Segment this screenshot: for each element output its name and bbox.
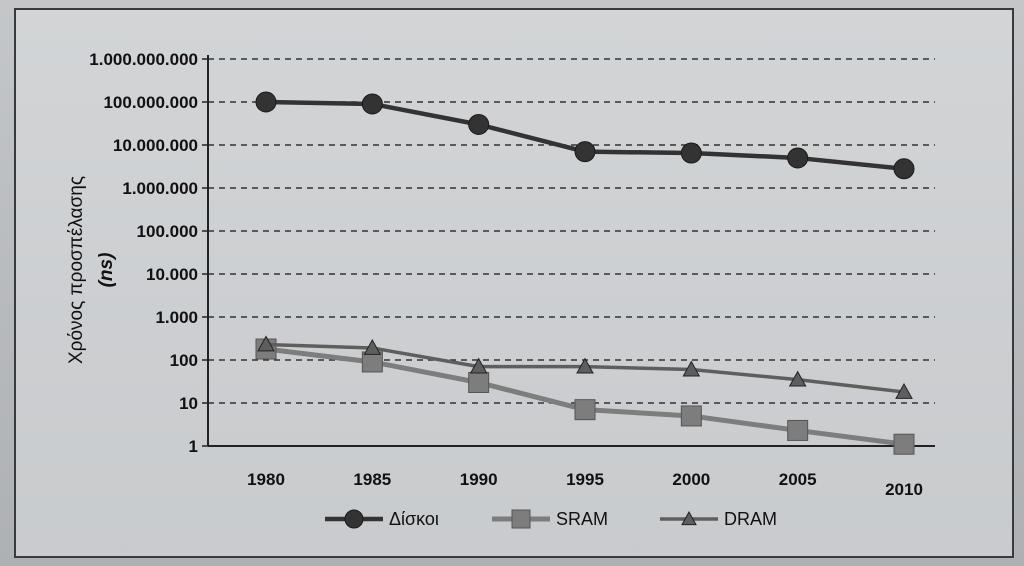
y-tick-label: 100.000	[137, 222, 198, 241]
data-point	[681, 510, 697, 526]
y-tick-label: 1.000.000.000	[89, 50, 198, 69]
data-point	[344, 509, 364, 529]
x-tick-label: 1995	[566, 470, 604, 489]
data-point	[576, 357, 594, 374]
y-tick-label: 1	[189, 437, 198, 456]
x-tick-label: 2005	[779, 470, 817, 489]
axes	[207, 55, 935, 447]
series-triangle	[257, 335, 913, 399]
y-tick-label: 10	[179, 394, 198, 413]
series-circle	[255, 91, 915, 180]
x-tick-label: 2000	[672, 470, 710, 489]
legend: Δίσκοι SRAM DRAM	[325, 509, 777, 529]
data-point	[787, 419, 809, 441]
y-tick-label: 1.000.000	[122, 179, 198, 198]
data-point	[680, 405, 702, 427]
x-tick-label: 2010	[885, 480, 923, 499]
y-axis-title: Χρόνος προσπέλασης	[66, 176, 87, 364]
data-point	[361, 93, 383, 115]
data-point	[574, 141, 596, 163]
y-tick-label: 1.000	[155, 308, 198, 327]
data-point	[468, 113, 490, 135]
legend-label: DRAM	[724, 509, 777, 529]
data-point	[682, 360, 701, 377]
y-tick-labels: 1 10 100 1.000 10.000 100.000 1.000.000 10.000.…	[89, 50, 208, 456]
data-point	[468, 371, 490, 393]
legend-item: SRAM	[492, 509, 608, 529]
y-tick-label: 10.000	[146, 265, 198, 284]
x-tick-label: 1990	[460, 470, 498, 489]
data-point	[788, 370, 807, 387]
data-point	[257, 335, 275, 352]
legend-item: DRAM	[660, 509, 777, 529]
legend-label: Δίσκοι	[389, 509, 439, 529]
data-point	[469, 357, 488, 374]
data-point	[787, 147, 809, 169]
x-tick-label: 1980	[247, 470, 285, 489]
series-square	[255, 338, 915, 455]
data-point	[363, 338, 382, 355]
grid-lines	[208, 58, 935, 404]
chart-frame	[14, 8, 1014, 558]
data-point	[361, 351, 383, 373]
data-point	[511, 509, 531, 529]
x-tick-labels: 1980 1985 1990 1995 2000 2005 2010	[247, 470, 923, 499]
data-point	[680, 142, 702, 164]
data-point	[574, 399, 596, 421]
legend-item: Δίσκοι	[325, 509, 439, 529]
y-axis-unit: (ns)	[96, 253, 117, 288]
series-lines	[255, 91, 915, 455]
x-tick-label: 1985	[353, 470, 391, 489]
data-point	[895, 382, 913, 399]
y-axis-label: Χρόνος προσπέλασης (ns)	[66, 176, 117, 364]
data-point	[893, 158, 915, 180]
y-tick-label: 10.000.000	[113, 136, 198, 155]
y-tick-label: 100.000.000	[103, 93, 198, 112]
legend-label: SRAM	[556, 509, 608, 529]
y-tick-label: 100	[170, 351, 198, 370]
data-point	[255, 91, 277, 113]
data-point	[893, 433, 915, 455]
